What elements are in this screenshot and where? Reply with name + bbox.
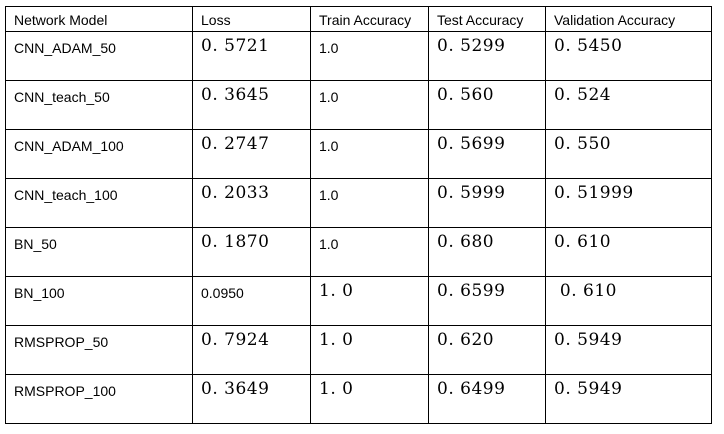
validation-accuracy-cell: 0. 51999 [545, 178, 712, 228]
validation-accuracy-cell: 0. 550 [545, 129, 712, 179]
header-loss: Loss [192, 6, 311, 32]
model-cell: BN_50 [5, 227, 193, 277]
header-train-accuracy: Train Accuracy [310, 6, 429, 32]
table-row: CNN_ADAM_100 0. 2747 1.0 0. 5699 0. 550 [5, 129, 712, 179]
table-row: CNN_teach_100 0. 2033 1.0 0. 5999 0. 519… [5, 178, 712, 228]
loss-cell: 0. 5721 [192, 31, 311, 81]
loss-cell: 0.0950 [192, 276, 311, 326]
train-accuracy-cell: 1. 0 [310, 374, 429, 424]
train-accuracy-cell: 1.0 [310, 80, 429, 130]
model-cell: RMSPROP_100 [5, 374, 193, 424]
train-accuracy-cell: 1.0 [310, 129, 429, 179]
test-accuracy-cell: 0. 6599 [428, 276, 546, 326]
model-cell: RMSPROP_50 [5, 325, 193, 375]
loss-cell: 0. 3645 [192, 80, 311, 130]
test-accuracy-cell: 0. 5299 [428, 31, 546, 81]
test-accuracy-cell: 0. 680 [428, 227, 546, 277]
loss-cell: 0. 7924 [192, 325, 311, 375]
table-row: BN_50 0. 1870 1.0 0. 680 0. 610 [5, 227, 712, 277]
table-row: CNN_teach_50 0. 3645 1.0 0. 560 0. 524 [5, 80, 712, 130]
model-cell: CNN_ADAM_50 [5, 31, 193, 81]
test-accuracy-cell: 0. 5999 [428, 178, 546, 228]
loss-cell: 0. 2747 [192, 129, 311, 179]
test-accuracy-cell: 0. 5699 [428, 129, 546, 179]
validation-accuracy-cell: 0. 5450 [545, 31, 712, 81]
test-accuracy-cell: 0. 620 [428, 325, 546, 375]
loss-cell: 0. 3649 [192, 374, 311, 424]
model-cell: CNN_ADAM_100 [5, 129, 193, 179]
table-row: BN_100 0.0950 1. 0 0. 6599 0. 610 [5, 276, 712, 326]
train-accuracy-cell: 1. 0 [310, 325, 429, 375]
train-accuracy-cell: 1.0 [310, 178, 429, 228]
loss-cell: 0. 1870 [192, 227, 311, 277]
table-row: RMSPROP_50 0. 7924 1. 0 0. 620 0. 5949 [5, 325, 712, 375]
train-accuracy-cell: 1.0 [310, 227, 429, 277]
header-validation-accuracy: Validation Accuracy [545, 6, 712, 32]
model-cell: CNN_teach_100 [5, 178, 193, 228]
model-cell: CNN_teach_50 [5, 80, 193, 130]
model-cell: BN_100 [5, 276, 193, 326]
table-row: RMSPROP_100 0. 3649 1. 0 0. 6499 0. 5949 [5, 374, 712, 424]
header-test-accuracy: Test Accuracy [428, 6, 546, 32]
table-row: CNN_ADAM_50 0. 5721 1.0 0. 5299 0. 5450 [5, 31, 712, 81]
header-network-model: Network Model [5, 6, 193, 32]
loss-cell: 0. 2033 [192, 178, 311, 228]
train-accuracy-cell: 1. 0 [310, 276, 429, 326]
validation-accuracy-cell: 0. 5949 [545, 374, 712, 424]
test-accuracy-cell: 0. 560 [428, 80, 546, 130]
validation-accuracy-cell: 0. 524 [545, 80, 712, 130]
validation-accuracy-cell: 0. 5949 [545, 325, 712, 375]
results-table: Network Model Loss Train Accuracy Test A… [5, 6, 712, 424]
validation-accuracy-cell: 0. 610 [545, 227, 712, 277]
train-accuracy-cell: 1.0 [310, 31, 429, 81]
test-accuracy-cell: 0. 6499 [428, 374, 546, 424]
header-row: Network Model Loss Train Accuracy Test A… [5, 6, 712, 32]
validation-accuracy-cell: 0. 610 [545, 276, 712, 326]
